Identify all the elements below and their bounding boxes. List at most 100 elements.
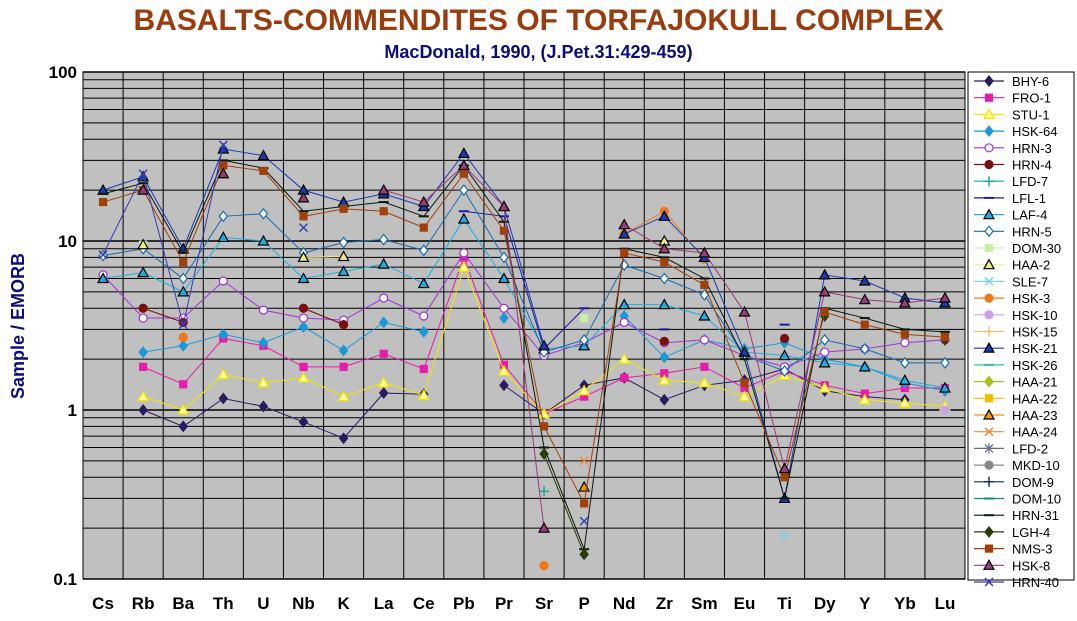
chart-title: BASALTS-COMMENDITES OF TORFAJOKULL COMPL… [133, 4, 944, 37]
legend-item: HRN-3 [974, 141, 1052, 156]
legend-item: HSK-21 [974, 341, 1058, 356]
data-point [337, 265, 350, 277]
data-point [177, 285, 190, 297]
data-point [858, 360, 871, 372]
data-point [620, 373, 629, 382]
legend-marker [984, 525, 994, 538]
data-point [138, 303, 148, 313]
y-tick-label: 100 [49, 63, 77, 82]
legend-label: HAA-2 [1012, 258, 1050, 273]
data-point [778, 349, 791, 361]
data-point [258, 336, 269, 349]
data-point [618, 352, 631, 364]
legend-label: LFL-1 [1012, 191, 1046, 206]
data-point [338, 432, 349, 445]
x-tick-label: P [578, 594, 589, 613]
legend-item: HRN-5 [974, 224, 1052, 239]
legend-label: DOM-30 [1012, 241, 1061, 256]
data-point [297, 191, 310, 203]
data-point [659, 272, 670, 285]
data-point [218, 328, 229, 341]
data-point [377, 183, 390, 195]
legend-label: HAA-23 [1012, 408, 1058, 423]
data-point [820, 347, 830, 357]
data-point [539, 447, 549, 460]
data-point [858, 274, 871, 286]
legend-label: HRN-5 [1012, 224, 1052, 239]
legend-marker [982, 341, 996, 353]
legend-item: HAA-23 [974, 408, 1058, 423]
data-point [337, 250, 350, 262]
data-point [659, 393, 670, 406]
data-point [98, 250, 108, 260]
data-point [818, 268, 831, 280]
legend-item: HAA-2 [974, 258, 1050, 273]
data-point [659, 351, 670, 364]
series-line [102, 218, 946, 389]
data-point [499, 303, 509, 313]
data-point [700, 362, 709, 371]
data-point [818, 285, 831, 297]
data-point [419, 244, 429, 257]
y-tick-label: 0.1 [53, 570, 77, 589]
data-point [178, 332, 188, 342]
legend-marker [984, 243, 994, 253]
series-SLE-7 [780, 531, 790, 541]
legend-label: LFD-2 [1012, 441, 1048, 456]
data-point [818, 381, 831, 393]
data-point [259, 166, 268, 175]
data-point [417, 277, 430, 289]
legend-item: NMS-3 [974, 542, 1052, 557]
data-point [698, 309, 711, 321]
series-NMS-3 [98, 161, 950, 508]
legend-label: SLE-7 [1012, 274, 1048, 289]
data-point [297, 251, 310, 262]
data-point [419, 364, 428, 374]
legend-item: HSK-15 [974, 325, 1058, 340]
data-point [898, 296, 911, 308]
data-point [698, 376, 711, 388]
legend-marker [984, 427, 994, 437]
data-point [579, 516, 589, 526]
series-layer [97, 140, 951, 571]
y-tick-label: 10 [58, 232, 77, 251]
series-line [102, 144, 224, 325]
data-point [299, 362, 308, 371]
data-point [499, 379, 509, 392]
legend-item: LGH-4 [974, 525, 1050, 540]
data-point [497, 272, 510, 284]
data-point [137, 238, 150, 250]
legend-label: HRN-40 [1012, 575, 1059, 590]
data-point [579, 548, 589, 561]
legend-item: HAA-22 [974, 391, 1058, 406]
legend-label: DOM-9 [1012, 475, 1054, 490]
data-point [938, 381, 951, 393]
data-point [497, 364, 510, 376]
data-point [457, 260, 470, 272]
data-point [179, 380, 188, 389]
legend-item: SLE-7 [974, 274, 1048, 289]
data-point [660, 258, 669, 267]
legend-label: DOM-10 [1012, 492, 1061, 507]
data-point [257, 149, 270, 161]
chart-subtitle: MacDonald, 1990, (J.Pet.31:429-459) [384, 42, 693, 62]
legend-marker [984, 577, 994, 587]
data-point [378, 233, 389, 246]
data-point [459, 169, 468, 178]
legend-item: HRN-4 [974, 158, 1052, 173]
data-point [497, 200, 510, 212]
series-line [303, 255, 344, 258]
x-tick-label: Lu [935, 594, 956, 613]
data-point [258, 305, 269, 315]
data-point [138, 169, 148, 179]
data-point [218, 210, 229, 223]
data-point [780, 531, 790, 541]
legend-label: LFD-7 [1012, 174, 1048, 189]
data-point [178, 339, 188, 352]
legend-item: DOM-30 [974, 241, 1061, 256]
data-point [177, 403, 190, 415]
legend-item: LAF-4 [974, 208, 1047, 223]
legend-item: FRO-1 [974, 91, 1051, 106]
series-HRN-4 [138, 303, 790, 346]
series-HSK-64 [138, 310, 950, 397]
